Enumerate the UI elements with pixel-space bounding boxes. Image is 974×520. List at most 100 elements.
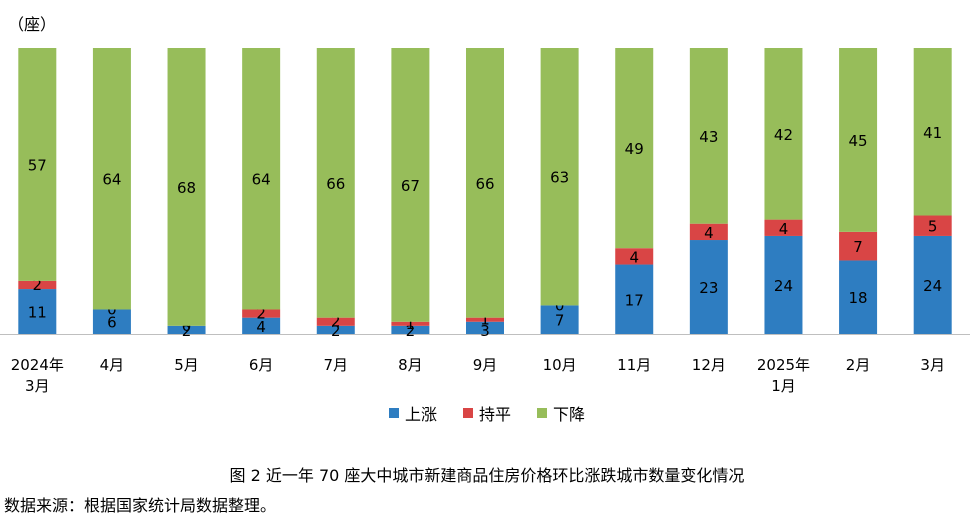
data-label-down-12: 41 [923,124,942,142]
bar-up-0 [18,289,57,334]
x-tick-label-4-0: 7月 [323,356,348,374]
y-unit-label: （座） [8,15,56,34]
legend-label-flat: 持平 [478,405,511,424]
data-label-down-3: 64 [252,171,271,189]
bar-flat-3 [242,309,281,318]
x-tick-label-7-0: 10月 [543,356,577,374]
data-label-up-2: 2 [182,322,192,340]
bar-down-10 [764,48,803,220]
bar-flat-9 [689,223,728,241]
bar-up-3 [242,317,281,334]
data-label-down-7: 63 [550,169,569,187]
data-label-flat-11: 7 [853,238,863,256]
bar-up-1 [92,309,131,334]
bar-down-6 [466,48,504,318]
x-tick-label-1-0: 4月 [100,356,125,374]
bar-flat-12 [913,215,952,236]
data-label-down-11: 45 [849,132,868,150]
x-tick-label-0-0: 2024年 [11,356,64,374]
data-label-flat-10: 4 [779,220,789,238]
bar-flat-5 [391,321,430,326]
data-label-down-1: 64 [102,171,121,189]
data-label-down-0: 57 [28,156,47,174]
data-label-up-9: 23 [699,279,718,297]
bar-up-10 [764,235,803,334]
data-label-up-4: 2 [331,322,341,340]
bar-down-5 [391,48,430,322]
bar-flat-6 [466,317,504,322]
x-tick-label-6-0: 9月 [473,356,498,374]
data-label-down-9: 43 [699,128,718,146]
legend-label-down: 下降 [553,405,586,424]
data-label-up-11: 18 [849,289,868,307]
bar-flat-10 [764,219,803,236]
x-tick-label-12-0: 3月 [920,356,945,374]
data-label-flat-8: 4 [629,248,639,266]
x-tick-label-10-0: 2025年 [757,356,810,374]
x-tick-label-3-0: 6月 [249,356,274,374]
x-tick-label-8-0: 11月 [617,356,651,374]
data-label-flat-6: 1 [480,311,490,329]
data-label-flat-4: 2 [331,313,341,331]
bar-flat-11 [839,231,878,261]
bar-up-4 [316,325,355,334]
data-label-up-12: 24 [923,277,942,295]
legend-item-down: 下降 [537,401,585,425]
data-label-up-5: 2 [406,322,416,340]
x-tick-label-2-0: 5月 [174,356,199,374]
data-label-up-6: 3 [480,322,490,340]
data-label-flat-12: 5 [928,218,938,236]
data-label-down-5: 67 [401,177,420,195]
data-label-up-10: 24 [774,277,793,295]
bar-up-11 [839,260,878,334]
bar-down-9 [689,48,728,224]
data-source: 数据来源：根据国家统计局数据整理。 [4,496,277,515]
data-label-down-4: 66 [326,175,345,193]
data-label-flat-0: 2 [33,276,43,294]
data-label-flat-5: 1 [406,315,416,333]
bar-down-4 [316,48,355,318]
x-tick-label-9-0: 12月 [692,356,726,374]
legend: 上涨 持平 下降 [0,401,974,425]
bar-down-7 [540,48,579,306]
bar-up-6 [466,321,504,334]
data-label-up-7: 7 [555,312,565,330]
bar-down-3 [242,48,281,310]
bar-down-0 [18,48,57,281]
bar-up-9 [689,240,728,334]
data-label-up-8: 17 [625,291,644,309]
bar-down-2 [167,48,206,326]
x-tick-label-5-0: 8月 [398,356,423,374]
data-label-down-2: 68 [177,179,196,197]
x-tick-label-10-1: 1月 [771,377,796,395]
data-label-flat-9: 4 [704,224,714,242]
bar-down-1 [92,48,131,310]
data-label-flat-3: 2 [256,305,266,323]
bar-up-12 [913,235,952,334]
x-tick-label-0-1: 3月 [25,377,50,395]
legend-swatch-down [537,408,547,418]
bar-flat-8 [615,248,654,265]
legend-swatch-up [388,408,399,418]
x-tick-label-11-0: 2月 [846,356,871,374]
data-label-up-0: 11 [28,304,47,322]
data-label-down-10: 42 [774,126,793,144]
bar-down-12 [913,48,952,216]
figure-caption: 图 2 近一年 70 座大中城市新建商品住房价格环比涨跌城市数量变化情况 [229,466,745,485]
legend-item-up: 上涨 [388,401,437,425]
bar-up-8 [615,264,654,334]
legend-label-up: 上涨 [404,405,437,424]
bar-up-7 [540,305,579,334]
bar-up-5 [391,325,430,334]
bar-up-2 [167,325,206,334]
legend-swatch-flat [462,408,473,418]
data-label-down-6: 66 [475,175,494,193]
bar-flat-0 [18,280,57,290]
bar-down-11 [839,48,878,232]
bar-flat-4 [316,317,355,326]
legend-item-flat: 持平 [462,401,511,425]
data-label-up-1: 6 [107,314,117,332]
data-label-down-8: 49 [625,140,644,158]
data-label-up-3: 4 [256,318,266,336]
